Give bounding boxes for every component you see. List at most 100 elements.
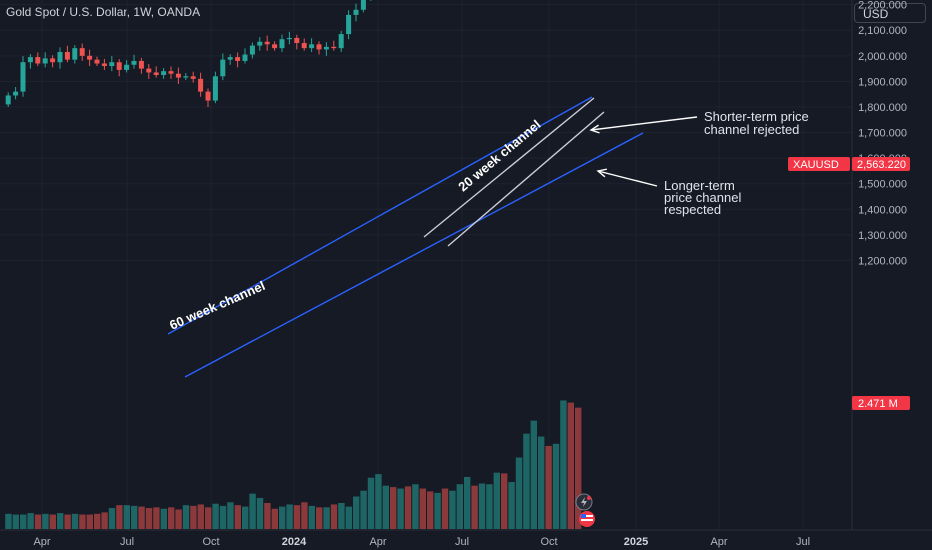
short-term-note-line2: channel rejected <box>704 122 799 137</box>
volume-badge: 2.471 M <box>852 396 910 410</box>
candle <box>279 34 285 52</box>
volume-bar <box>219 505 227 529</box>
volume-bar <box>478 483 486 529</box>
volume-bar <box>205 507 212 529</box>
price-tick-label: 1,400.000 <box>858 204 907 216</box>
candle <box>35 52 41 67</box>
volume-bar <box>560 400 567 529</box>
volume-bar <box>168 507 175 529</box>
candle <box>212 71 218 104</box>
candle <box>331 40 337 51</box>
candle <box>161 68 167 79</box>
sixty-week-lower-channel <box>167 96 593 335</box>
volume-bar <box>42 513 49 529</box>
volume-bar <box>101 512 108 529</box>
volume-bar <box>34 514 42 529</box>
candle <box>190 71 196 83</box>
volume-bar <box>242 506 249 529</box>
volume-bar <box>375 474 382 529</box>
long-term-note-line3: respected <box>664 202 721 217</box>
volume-bar <box>427 491 434 529</box>
volume-bar <box>567 402 574 529</box>
price-tick-label: 1,200.000 <box>858 255 907 267</box>
volume-bar <box>227 502 234 529</box>
volume-bar <box>212 503 219 529</box>
candle <box>13 87 19 100</box>
time-tick-label: Jul <box>120 536 134 548</box>
volume-bar <box>367 477 375 529</box>
volume-bar <box>471 485 478 529</box>
volume-bar <box>116 505 123 529</box>
price-tick-label: 1,700.000 <box>858 128 907 140</box>
volume-bar <box>515 457 523 529</box>
volume-bar <box>486 484 493 529</box>
volume-bar <box>441 488 449 529</box>
candle <box>101 58 107 70</box>
volume-bar <box>145 508 153 529</box>
volume-bar <box>182 505 190 529</box>
candle <box>220 53 226 81</box>
volume-bar <box>160 508 167 529</box>
volume-bar <box>575 407 582 529</box>
price-axis: 3,100.0003,000.0002,900.0002,800.0002,70… <box>0 0 932 531</box>
candle <box>227 54 233 65</box>
candle <box>20 56 26 97</box>
volume-bar <box>412 484 419 529</box>
volume-bar <box>153 507 160 529</box>
volume-bar <box>456 484 463 529</box>
volume-bar <box>131 505 138 529</box>
volume-bar <box>353 496 360 529</box>
volume-bar <box>264 503 271 529</box>
last-price-badge: XAUUSD 2,563.220 <box>788 157 910 171</box>
volume-bar <box>360 490 367 529</box>
volume-bar <box>434 492 441 529</box>
candle <box>264 35 270 51</box>
candle <box>242 48 248 64</box>
long-term-arrow <box>597 170 658 187</box>
event-icons[interactable] <box>575 493 595 527</box>
volume-bar <box>5 513 12 529</box>
price-tick-label: 1,500.000 <box>858 179 907 191</box>
volume-bar <box>286 504 293 529</box>
volume-bar <box>249 493 256 529</box>
candle <box>301 38 307 51</box>
price-tick-label: 1,300.000 <box>858 230 907 242</box>
short-term-arrow <box>590 116 698 131</box>
candle <box>323 42 329 56</box>
volume-bar <box>382 485 389 529</box>
volume-bar <box>493 472 500 529</box>
volume-bar <box>301 502 308 529</box>
volume-bar <box>79 514 86 529</box>
candle <box>72 45 78 64</box>
candle <box>235 52 241 68</box>
volume-bar <box>20 514 27 529</box>
volume-bars <box>5 400 582 529</box>
price-tick-label: 1,900.000 <box>858 76 907 88</box>
time-tick-label: Jul <box>796 536 810 548</box>
volume-bar <box>64 514 71 529</box>
candle <box>87 49 93 67</box>
volume-bar <box>138 506 145 529</box>
candle <box>286 31 292 45</box>
grid-lines <box>0 0 852 530</box>
volume-bar <box>86 514 93 529</box>
currency-button[interactable]: USD <box>854 3 926 23</box>
candle <box>272 41 278 51</box>
candle <box>64 45 70 63</box>
candle <box>249 42 255 59</box>
volume-bar <box>197 504 204 529</box>
volume-bar <box>57 513 64 529</box>
sixty-week-upper-channel <box>184 132 644 378</box>
volume-bar <box>330 504 338 529</box>
volume-bar <box>501 473 508 529</box>
time-tick-label: 2025 <box>624 536 648 548</box>
volume-bar <box>123 505 130 529</box>
volume-bar <box>108 508 116 529</box>
volume-bar <box>12 514 19 529</box>
short-term-note-line1: Shorter-term price <box>704 109 809 124</box>
volume-bar <box>49 514 56 529</box>
time-tick-label: Oct <box>202 536 219 548</box>
candle <box>168 66 174 79</box>
candle <box>294 34 300 50</box>
